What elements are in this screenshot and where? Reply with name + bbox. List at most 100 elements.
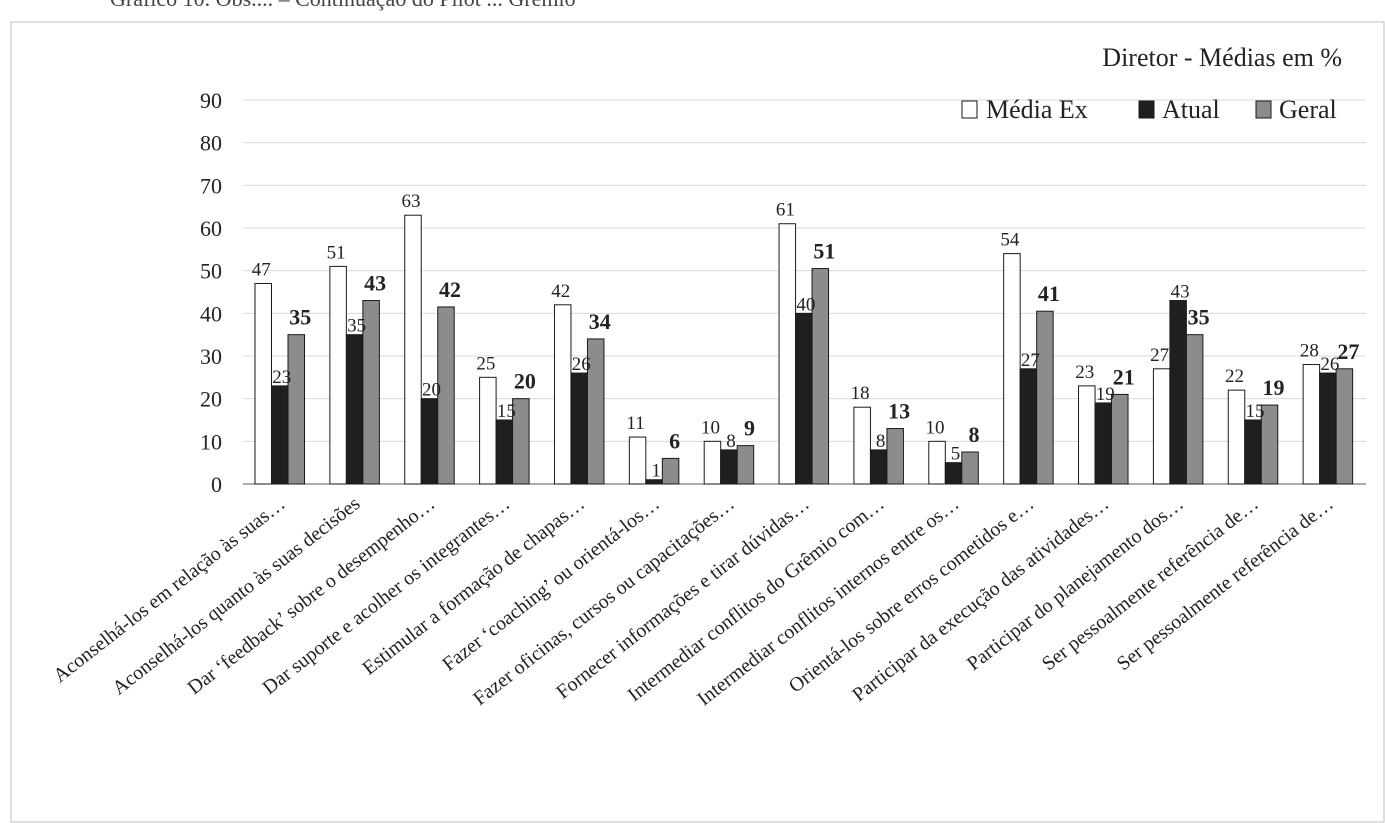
bar-média-ex xyxy=(928,440,946,485)
data-label: 51 xyxy=(327,242,346,263)
data-label: 28 xyxy=(1300,341,1319,362)
legend-label: Atual xyxy=(1162,95,1220,124)
bar-geral xyxy=(886,428,904,485)
data-label: 26 xyxy=(572,354,591,375)
header-text: Gráfico 10. Obs.... – Continuação do Pil… xyxy=(110,0,576,11)
bar-atual xyxy=(795,312,813,485)
legend-swatch xyxy=(1138,100,1155,119)
legend: Média Ex Atual Geral xyxy=(961,95,1337,124)
data-label: 11 xyxy=(626,413,644,434)
data-label: 15 xyxy=(1246,401,1265,422)
data-label: 1 xyxy=(651,461,661,482)
data-label: 54 xyxy=(1000,230,1020,251)
bars xyxy=(254,214,1354,485)
bar-geral xyxy=(736,445,755,485)
data-label: 41 xyxy=(1038,281,1060,306)
bar-atual xyxy=(1094,402,1113,485)
data-label: 18 xyxy=(851,383,870,404)
bar-média-ex xyxy=(1003,253,1021,485)
data-label: 42 xyxy=(551,281,570,302)
data-label: 35 xyxy=(289,305,311,330)
y-tick-label: 30 xyxy=(200,344,222,369)
data-label: 51 xyxy=(813,239,835,264)
data-label: 5 xyxy=(951,444,961,465)
legend-swatch xyxy=(961,100,978,119)
bar-geral xyxy=(512,398,530,485)
data-label: 27 xyxy=(1021,350,1040,371)
y-tick-label: 80 xyxy=(200,131,222,156)
bar-geral xyxy=(661,457,680,485)
bar-atual xyxy=(1244,419,1262,485)
data-label: 19 xyxy=(1096,384,1115,405)
y-tick-label: 50 xyxy=(200,259,222,284)
data-label: 22 xyxy=(1225,366,1244,387)
data-label: 8 xyxy=(969,422,980,447)
y-tick-label: 20 xyxy=(200,387,222,412)
data-label: 61 xyxy=(776,200,795,221)
bar-geral xyxy=(437,306,455,485)
data-label: 23 xyxy=(1075,362,1094,383)
bar-atual xyxy=(570,372,588,485)
bar-média-ex xyxy=(628,436,647,485)
bar-atual xyxy=(420,398,439,485)
bar-média-ex xyxy=(778,223,797,485)
data-label: 25 xyxy=(476,353,495,374)
bar-geral xyxy=(811,268,830,485)
data-label: 20 xyxy=(514,369,536,394)
y-tick-label: 60 xyxy=(200,216,222,241)
data-label: 6 xyxy=(669,428,680,453)
bar-atual xyxy=(271,385,289,485)
data-label: 42 xyxy=(439,277,461,302)
bar-média-ex xyxy=(479,376,497,485)
y-tick-label: 70 xyxy=(200,173,222,198)
bar-média-ex xyxy=(853,406,871,485)
bar-atual xyxy=(495,419,514,485)
bar-geral xyxy=(1335,368,1354,485)
bar-atual xyxy=(1019,368,1038,485)
bar-geral xyxy=(1111,393,1129,485)
bar-geral xyxy=(362,300,380,485)
data-label: 35 xyxy=(347,316,366,337)
data-label: 8 xyxy=(876,431,886,452)
bar-atual xyxy=(869,449,888,485)
bar-atual xyxy=(345,334,364,485)
data-label: 13 xyxy=(888,399,910,424)
data-label: 27 xyxy=(1337,339,1359,364)
bar-atual xyxy=(720,449,738,485)
bar-atual xyxy=(944,462,963,485)
bar-média-ex xyxy=(553,304,572,485)
bar-geral xyxy=(586,338,605,485)
bar-geral xyxy=(287,334,305,485)
y-tick-label: 0 xyxy=(211,472,222,497)
data-label: 47 xyxy=(252,259,271,280)
bar-média-ex xyxy=(329,265,347,485)
data-label: 10 xyxy=(701,417,720,438)
data-label: 19 xyxy=(1263,375,1285,400)
bar-geral xyxy=(1036,310,1054,485)
bar-média-ex xyxy=(1227,389,1246,485)
bar-média-ex xyxy=(1152,368,1171,485)
data-label: 63 xyxy=(401,191,420,212)
data-label: 21 xyxy=(1113,364,1135,389)
data-label: 35 xyxy=(1188,305,1210,330)
bar-média-ex xyxy=(404,214,422,485)
bar-atual xyxy=(1319,372,1337,485)
bar-média-ex xyxy=(703,440,722,485)
bar-geral xyxy=(1260,404,1279,485)
chart-title: Diretor - Médias em % xyxy=(1102,43,1342,72)
legend-label: Média Ex xyxy=(986,95,1088,124)
data-label: 27 xyxy=(1150,345,1169,366)
data-label: 8 xyxy=(726,431,736,452)
bar-atual xyxy=(1169,300,1187,485)
bar-geral xyxy=(961,451,979,485)
data-label: 40 xyxy=(796,294,815,315)
bar-média-ex xyxy=(254,282,272,485)
data-label: 9 xyxy=(744,416,755,441)
data-label: 43 xyxy=(364,271,386,296)
y-tick-label: 10 xyxy=(200,429,222,454)
data-label: 34 xyxy=(589,309,611,334)
data-label: 20 xyxy=(422,380,441,401)
y-tick-label: 90 xyxy=(200,88,222,113)
legend-swatch xyxy=(1255,100,1272,119)
